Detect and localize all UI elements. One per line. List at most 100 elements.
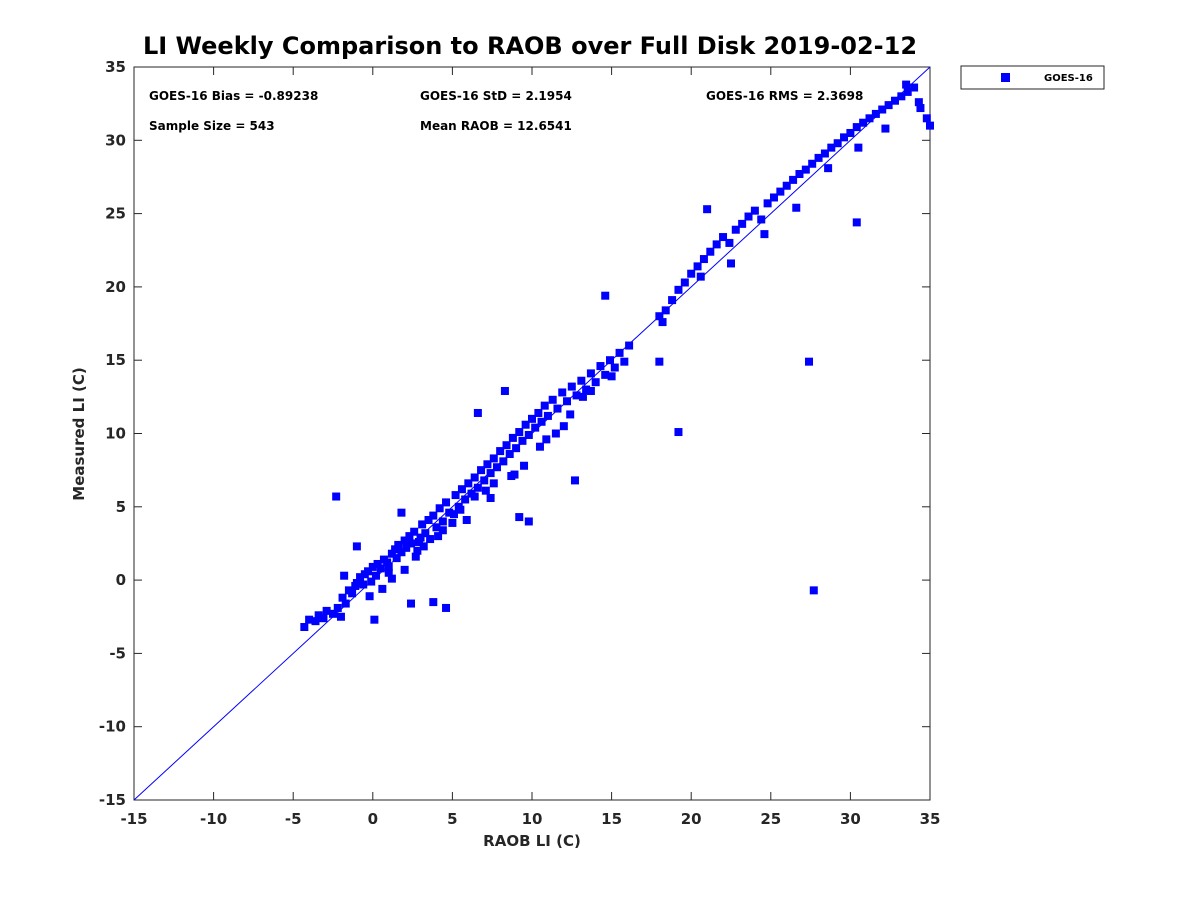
data-point [410,527,419,536]
data-point [601,291,610,300]
data-point [725,238,734,247]
data-point [378,584,387,593]
data-point [731,225,740,234]
data-point [305,615,314,624]
y-tick-label: 25 [105,205,126,223]
data-point [567,382,576,391]
data-point [411,552,420,561]
data-point [338,593,347,602]
data-point [332,492,341,501]
data-point [445,508,454,517]
data-point [680,278,689,287]
data-point [365,592,374,601]
data-point [809,586,818,595]
data-point [625,341,634,350]
data-point [383,558,392,567]
data-point [792,203,801,212]
data-point [387,574,396,583]
data-point [518,436,527,445]
data-point [448,518,457,527]
data-point [712,240,721,249]
data-point [348,589,357,598]
data-point [524,430,533,439]
stat-sample-size: Sample Size = 543 [149,119,275,133]
y-tick-label: 5 [116,498,126,516]
data-point [852,218,861,227]
data-point [434,532,443,541]
data-point [373,559,382,568]
data-point [413,546,422,555]
data-point [384,562,393,571]
data-point [477,466,486,475]
data-point [520,461,529,470]
x-tick-label: 5 [447,810,457,828]
data-point [367,577,376,586]
data-point [502,441,511,450]
data-point [515,428,524,437]
x-tick-label: 10 [522,810,543,828]
data-point [341,599,350,608]
data-point [540,401,549,410]
x-tick-label: 20 [681,810,702,828]
data-point [878,105,887,114]
data-point [515,513,524,522]
data-point [392,554,401,563]
x-tick-label: 25 [760,810,781,828]
x-tick-label: -5 [285,810,302,828]
data-point [486,494,495,503]
data-point [916,104,925,113]
data-point [727,259,735,268]
data-point [696,272,705,281]
data-point [421,529,430,538]
data-point [827,143,836,152]
data-point [833,139,842,148]
data-point [359,580,368,589]
data-point [620,357,629,366]
data-point [356,573,365,582]
data-point [311,617,320,626]
data-point [352,579,361,588]
data-point [578,392,587,401]
data-point [586,386,595,395]
y-tick-label: 0 [116,571,126,589]
data-point [489,454,498,463]
data-point [706,247,715,256]
data-point [596,362,605,371]
data-point [655,357,664,366]
x-tick-label: 30 [840,810,861,828]
data-point [414,537,423,546]
data-point [473,408,482,417]
data-point [480,476,489,485]
y-tick-label: 30 [105,131,126,149]
data-point [719,233,728,242]
x-tick-label: -15 [120,810,147,828]
data-point [376,564,385,573]
data-point [456,505,465,514]
data-point [371,571,380,580]
data-point [782,181,791,190]
data-point [910,83,919,92]
data-point [314,611,323,620]
data-point [914,98,923,107]
data-point [402,543,411,552]
data-point [499,457,508,466]
data-point [397,548,406,557]
data-point [364,567,373,576]
data-point [470,492,479,501]
data-point [902,80,911,89]
data-point [391,545,400,554]
data-point [416,533,425,542]
data-point [824,164,833,173]
data-point [432,523,441,532]
data-point [508,433,517,442]
y-tick-label: 20 [105,278,126,296]
data-point [352,542,361,551]
data-point [300,623,309,632]
data-point [859,118,868,127]
data-point [461,495,470,504]
data-point [795,170,804,179]
data-point [577,376,586,385]
data-point [451,491,460,500]
data-point [449,510,458,519]
data-point [738,219,747,228]
